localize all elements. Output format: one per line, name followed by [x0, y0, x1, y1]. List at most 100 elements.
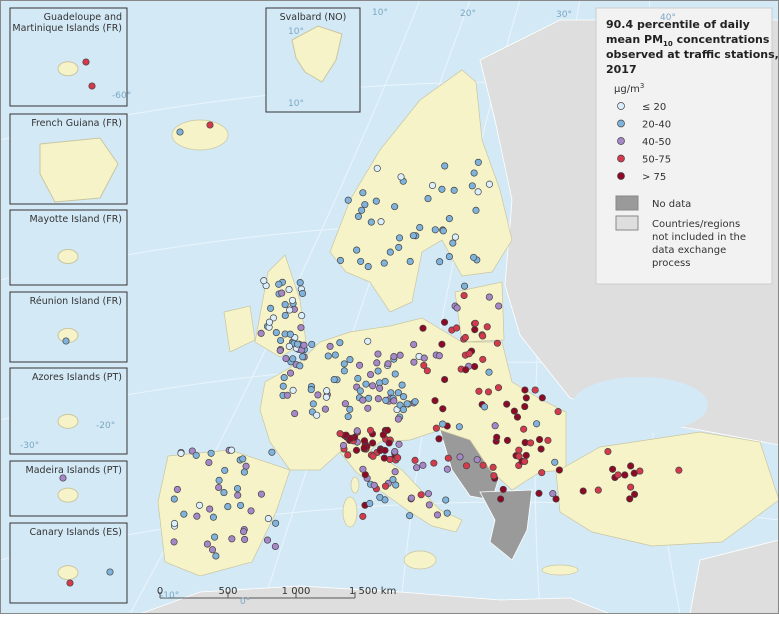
station [494, 384, 503, 392]
inset-label: Guadeloupe and [44, 12, 122, 23]
station [381, 446, 389, 454]
graticule-label: 30° [556, 10, 572, 20]
station [358, 206, 366, 214]
station [460, 282, 469, 290]
station [424, 195, 432, 203]
legend-label: Countries/regions [652, 219, 740, 230]
station [281, 311, 289, 320]
iberia [157, 449, 291, 577]
legend-swatch [617, 172, 625, 180]
station [286, 306, 294, 314]
station [383, 426, 391, 434]
station [461, 333, 469, 342]
station [527, 439, 535, 447]
station [264, 515, 272, 523]
station [277, 336, 285, 345]
station [443, 465, 451, 473]
station [410, 340, 418, 349]
station [406, 512, 414, 520]
station [289, 386, 297, 394]
station [326, 342, 334, 350]
station [420, 361, 428, 369]
station [366, 426, 375, 434]
station [82, 58, 90, 66]
station [366, 370, 375, 379]
station [495, 302, 503, 310]
station [289, 355, 297, 363]
station [475, 387, 483, 395]
legend-swatch [615, 215, 639, 231]
station [521, 403, 529, 411]
inset-land [57, 565, 79, 581]
station [380, 454, 388, 462]
station [555, 466, 563, 474]
unit: µg/m3 [614, 82, 644, 95]
station [450, 186, 458, 194]
inset-frame [9, 522, 128, 604]
station [364, 404, 372, 412]
sardinia [342, 496, 358, 528]
station [453, 324, 461, 332]
station [396, 351, 404, 359]
station [359, 396, 367, 404]
station [417, 491, 425, 499]
station [442, 496, 450, 504]
inset-frame [9, 367, 128, 455]
station [386, 248, 394, 256]
station [357, 257, 365, 265]
station [515, 446, 523, 454]
station [440, 318, 449, 326]
stations [170, 121, 683, 560]
station [370, 481, 378, 489]
station [354, 212, 362, 220]
station [294, 340, 302, 348]
scale-label: 1 000 [282, 586, 311, 597]
title-part: concentrations [673, 33, 770, 46]
station [390, 397, 398, 405]
station [224, 503, 232, 511]
station [193, 512, 201, 520]
station [419, 461, 427, 469]
station [455, 423, 463, 431]
station [356, 361, 364, 369]
station [503, 436, 512, 444]
legend-label: ≤ 20 [642, 102, 666, 113]
station [354, 374, 362, 383]
station [381, 482, 390, 490]
station [242, 462, 250, 470]
station [439, 405, 447, 413]
legend-swatch [617, 154, 625, 163]
station [465, 350, 473, 358]
station [627, 462, 635, 470]
sicily [403, 550, 437, 570]
station [207, 449, 215, 457]
graticule-label: 10° [372, 8, 388, 18]
station [490, 472, 498, 480]
station [228, 535, 236, 543]
station [549, 490, 557, 498]
station [439, 227, 447, 235]
station [280, 374, 288, 382]
station [538, 394, 546, 402]
station [428, 181, 437, 190]
station [390, 353, 398, 361]
station [88, 82, 96, 90]
station [321, 405, 329, 413]
station [485, 293, 493, 301]
station [271, 542, 279, 551]
station [381, 377, 389, 385]
station [425, 501, 433, 509]
station [208, 546, 217, 554]
station [621, 471, 629, 479]
inset-land [39, 137, 119, 203]
station [531, 386, 539, 394]
station [423, 367, 431, 375]
station [406, 257, 414, 266]
station [299, 289, 307, 297]
station [432, 424, 440, 432]
unit-base: µg/m [614, 84, 640, 95]
station [484, 388, 493, 396]
station [441, 162, 449, 170]
station [62, 337, 70, 345]
great-britain [254, 254, 307, 358]
